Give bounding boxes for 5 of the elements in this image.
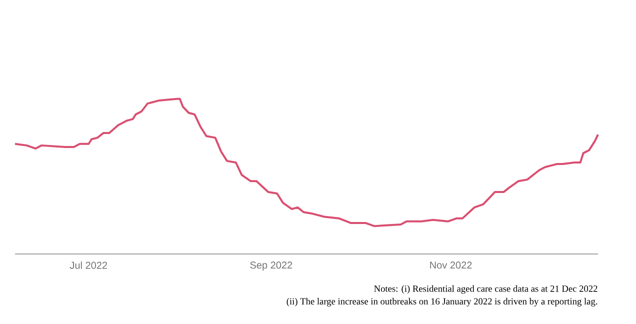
x-tick-label: Nov 2022 xyxy=(430,262,472,269)
text: (ii) The large increase in outbreaks on 16 January 2022 is driven by a reporting lag. xyxy=(286,298,598,306)
text: Notes: (i) Residential aged care case data as at 21 Dec 2022 xyxy=(374,285,598,294)
x-tick-label: Sep 2022 xyxy=(250,262,292,271)
x-tick-label: Jul 2022 xyxy=(70,262,108,269)
